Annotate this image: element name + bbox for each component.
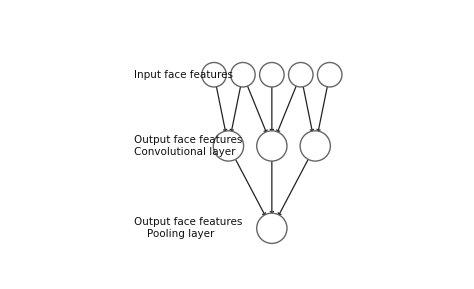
Circle shape [260,62,284,87]
Text: Output face features
    Pooling layer: Output face features Pooling layer [134,218,242,239]
Text: Output face features
Convolutional layer: Output face features Convolutional layer [134,135,242,157]
Circle shape [202,62,226,87]
Circle shape [231,62,255,87]
Circle shape [257,131,287,161]
Text: Input face features: Input face features [134,70,233,80]
Circle shape [300,131,330,161]
Circle shape [318,62,342,87]
Circle shape [257,213,287,243]
Circle shape [213,131,244,161]
Circle shape [289,62,313,87]
